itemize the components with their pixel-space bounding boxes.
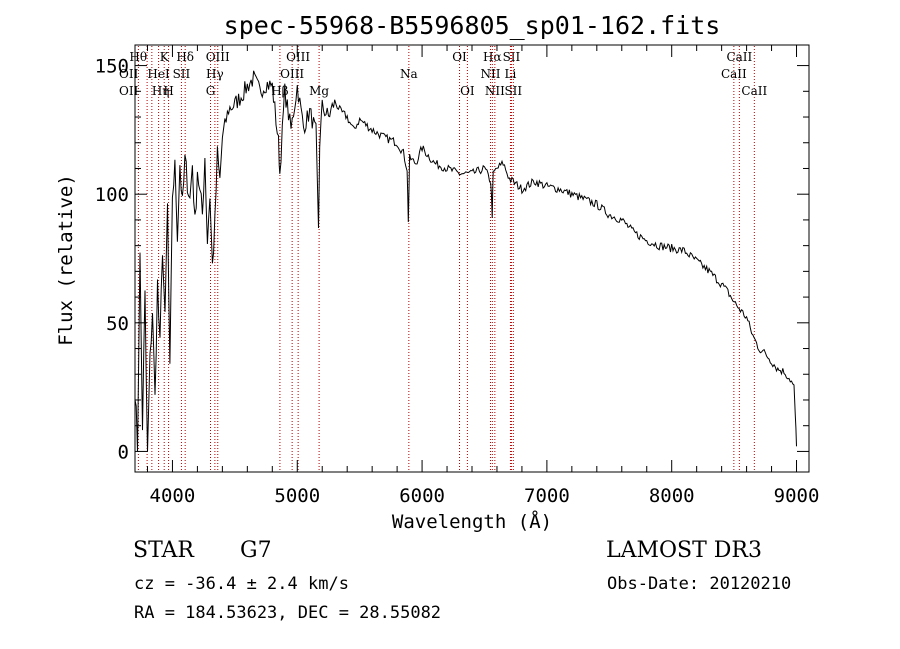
redshift-velocity: cz = -36.4 ± 2.4 km/s [134,574,349,594]
line-label-26: CaII [721,67,747,81]
x-axis-label: Wavelength (Å) [392,510,552,533]
line-label-22: Li [505,67,517,81]
y-tick-label-0: 0 [118,441,129,463]
line-label-23: NII [485,84,505,98]
object-class: STAR [133,538,194,563]
line-label-9: OIII [206,50,230,64]
y-tick-label-1: 50 [106,313,129,335]
axis-ticks: 4000 5000 6000 7000 8000 9000 0 50 100 150 [95,45,820,507]
x-tick-label-1: 5000 [274,485,320,507]
line-label-5: SII [173,67,191,81]
line-label-24: SII [504,84,522,98]
line-label-27: CaII [741,84,767,98]
x-tick-label-2: 6000 [399,485,445,507]
line-label-6: K [160,50,170,64]
line-label-16: Na [400,67,418,81]
line-label-4: HeI [147,67,170,81]
line-label-3: Hη [152,84,170,98]
line-label-19: Hα [483,50,502,64]
coordinates: RA = 184.53623, DEC = 28.55082 [134,603,442,623]
line-label-8: Hδ [176,50,194,64]
line-label-18: OI [460,84,475,98]
line-label-21: NII [480,67,500,81]
line-label-7: H [163,84,173,98]
x-tick-label-5: 9000 [774,485,820,507]
line-label-15: Mg [309,84,329,98]
y-tick-label-3: 150 [95,56,129,78]
line-label-1: OII [119,67,139,81]
line-label-2: OII [119,84,139,98]
x-tick-label-0: 4000 [150,485,196,507]
x-tick-label-3: 7000 [524,485,570,507]
y-tick-label-2: 100 [95,184,129,206]
line-label-17: OI [452,50,467,64]
line-label-13: OIII [280,67,304,81]
line-label-25: CaII [726,50,752,64]
line-label-0: Hθ [129,50,147,64]
line-label-12: OIII [286,50,310,64]
chart-title: spec-55968-B5596805_sp01-162.fits [224,11,721,40]
x-tick-label-4: 8000 [649,485,695,507]
object-subclass: G7 [240,538,272,563]
line-label-20: SII [503,50,521,64]
survey-name: LAMOST DR3 [606,538,762,563]
line-label-14: Hβ [271,84,288,98]
line-label-10: Hγ [206,67,224,81]
y-axis-label: Flux (relative) [55,174,77,346]
line-label-11: G [206,84,216,98]
observation-date: Obs-Date: 20120210 [607,574,792,594]
plot-frame [134,44,810,473]
spectrum-line [134,70,797,452]
